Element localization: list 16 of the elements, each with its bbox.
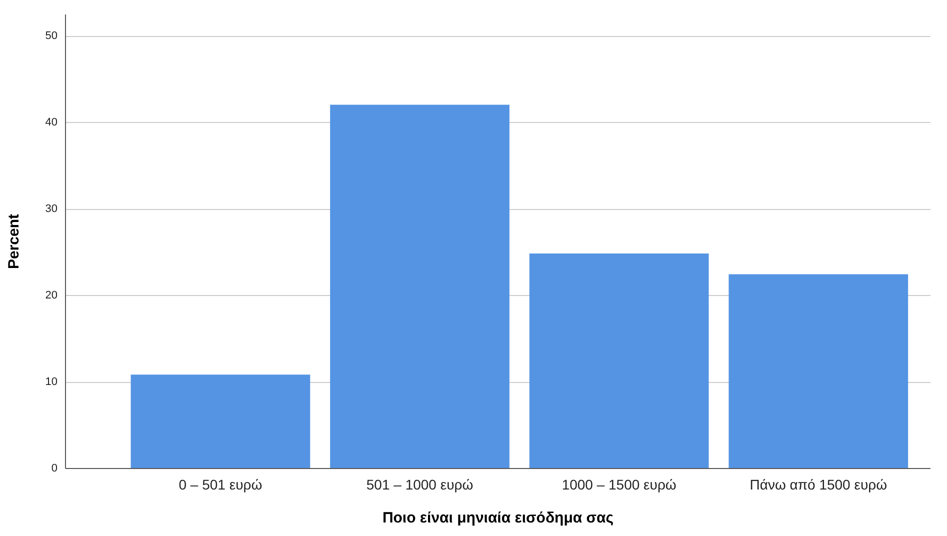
y-tick-label: 10: [45, 376, 58, 388]
x-tick-label: 501 – 1000 ευρώ: [366, 476, 474, 492]
y-tick-label: 20: [45, 290, 58, 302]
x-tick-label: Πάνω από 1500 ευρώ: [750, 476, 888, 492]
bar: [330, 104, 510, 468]
bar: [130, 374, 310, 468]
y-tick-label: 30: [45, 203, 58, 216]
bar: [529, 254, 709, 468]
y-tick-label: 0: [51, 462, 58, 474]
x-axis-title: Ποιο είναι μηνιαία εισόδημα σας: [382, 510, 614, 526]
y-tick-label: 40: [45, 116, 58, 129]
y-tick-label: 50: [45, 30, 58, 42]
bar: [728, 274, 908, 468]
x-tick-label: 1000 – 1500 ευρώ: [562, 476, 676, 492]
y-axis-title: Percent: [5, 214, 22, 270]
x-tick-label: 0 – 501 ευρώ: [178, 476, 262, 492]
